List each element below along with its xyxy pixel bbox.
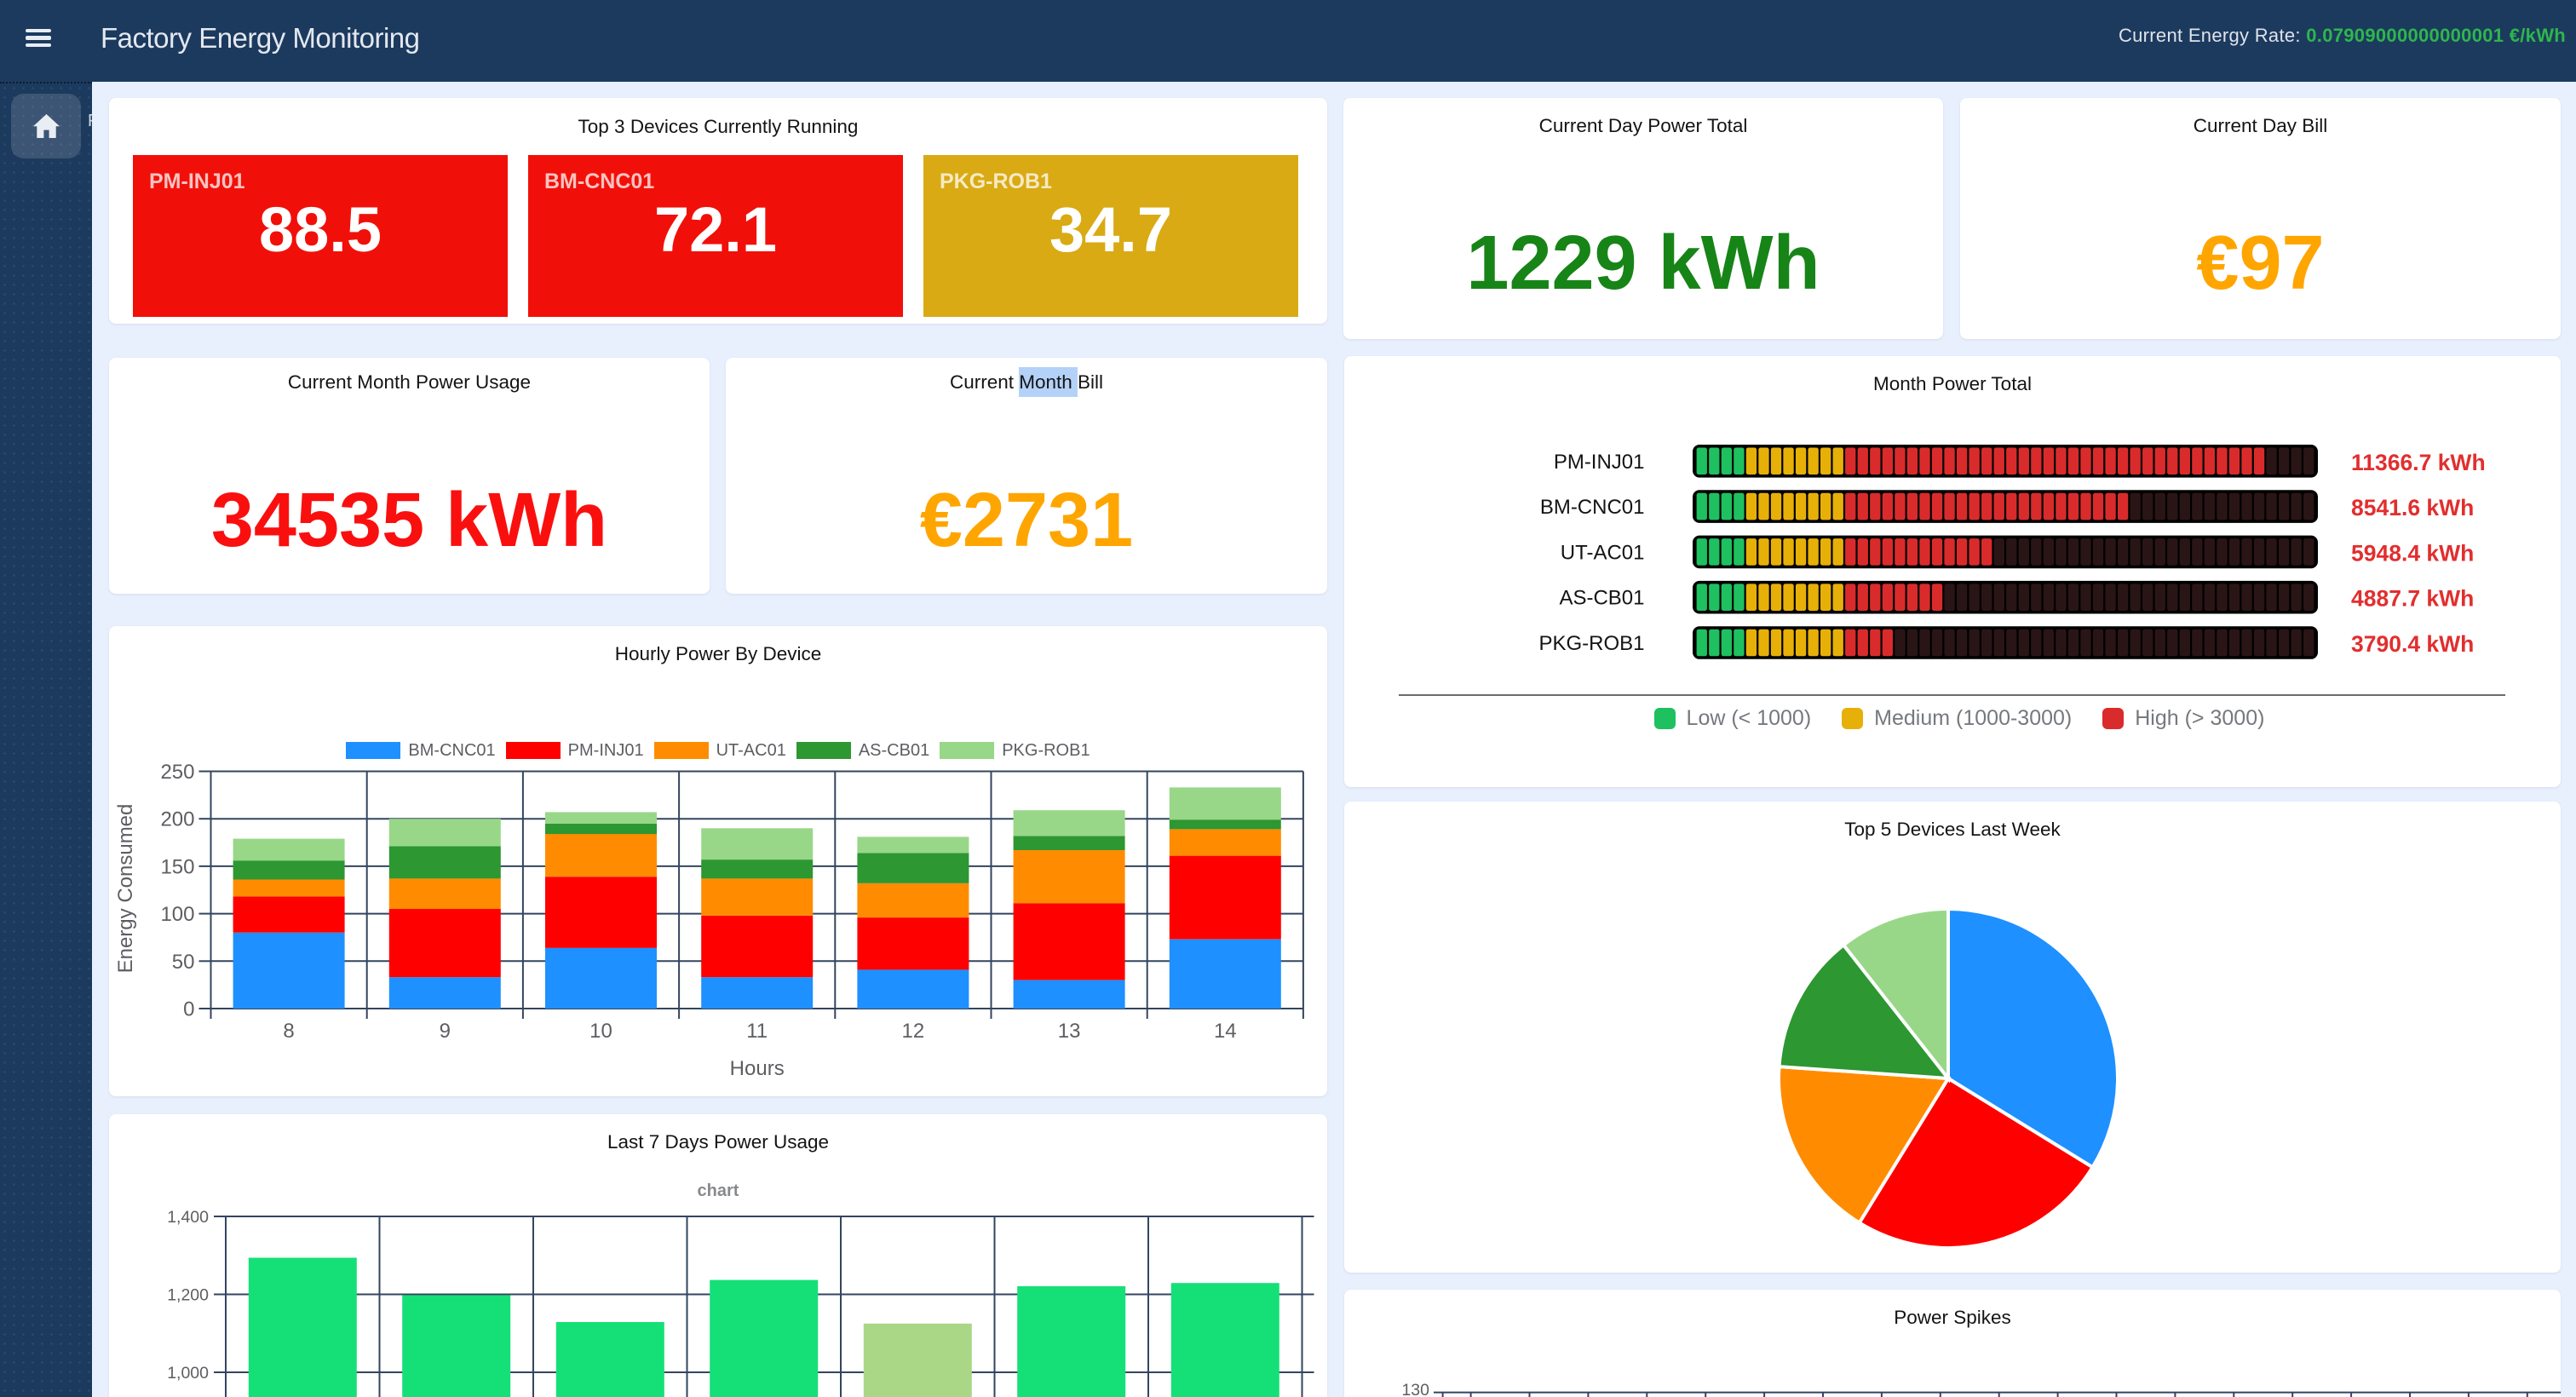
svg-text:250: 250 — [160, 761, 194, 784]
svg-text:9: 9 — [440, 1020, 451, 1043]
svg-text:4887.7 kWh: 4887.7 kWh — [2351, 586, 2474, 612]
svg-text:1,200: 1,200 — [167, 1286, 209, 1305]
svg-text:PM-INJ01: PM-INJ01 — [1554, 451, 1645, 474]
svg-text:5948.4 kWh: 5948.4 kWh — [2351, 540, 2474, 566]
svg-text:14: 14 — [1214, 1020, 1237, 1043]
svg-text:0: 0 — [183, 998, 194, 1021]
svg-text:8541.6 kWh: 8541.6 kWh — [2351, 495, 2474, 520]
svg-text:Hours: Hours — [730, 1057, 785, 1080]
svg-text:AS-CB01: AS-CB01 — [1559, 587, 1644, 610]
svg-text:1,000: 1,000 — [167, 1364, 209, 1383]
svg-text:11: 11 — [746, 1020, 768, 1043]
svg-text:UT-AC01: UT-AC01 — [1561, 541, 1645, 564]
svg-text:12: 12 — [902, 1020, 925, 1043]
svg-text:BM-CNC01: BM-CNC01 — [1540, 496, 1645, 519]
svg-text:8: 8 — [283, 1020, 294, 1043]
svg-text:200: 200 — [160, 808, 194, 831]
svg-text:3790.4 kWh: 3790.4 kWh — [2351, 631, 2474, 657]
svg-text:11366.7 kWh: 11366.7 kWh — [2351, 450, 2486, 475]
svg-text:PKG-ROB1: PKG-ROB1 — [1538, 632, 1644, 655]
svg-text:130: 130 — [1401, 1381, 1429, 1397]
svg-text:100: 100 — [160, 903, 194, 926]
svg-text:10: 10 — [589, 1020, 612, 1043]
svg-text:150: 150 — [160, 855, 194, 878]
svg-text:50: 50 — [172, 951, 195, 974]
svg-text:1,400: 1,400 — [167, 1208, 209, 1227]
svg-text:Energy Consumed: Energy Consumed — [114, 804, 137, 974]
svg-text:13: 13 — [1058, 1020, 1081, 1043]
